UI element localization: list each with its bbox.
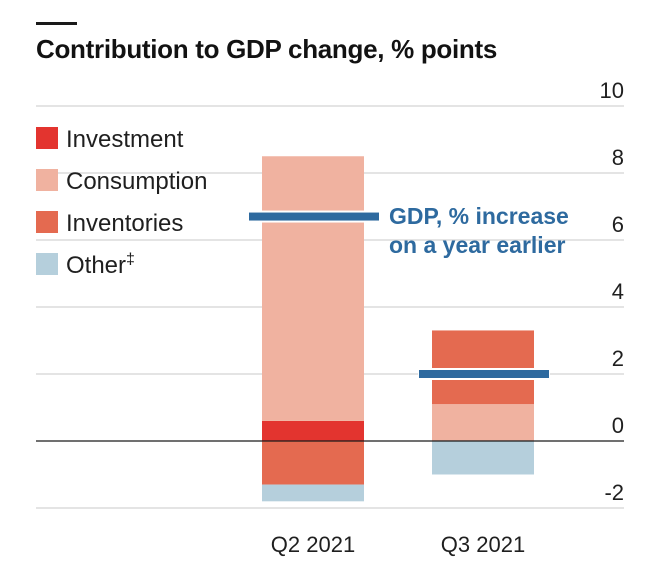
- x-category-label: Q3 2021: [441, 532, 525, 557]
- legend-swatch-consumption: [36, 169, 58, 191]
- y-tick-label: 10: [600, 78, 624, 103]
- bar-inventories-1: [262, 441, 364, 485]
- bar-investment-1: [262, 420, 364, 441]
- legend-label-other: Other‡: [66, 251, 135, 279]
- annotation-line-1: GDP, % increase: [389, 203, 569, 229]
- bar-other-1: [262, 484, 364, 502]
- y-tick-label: 4: [612, 279, 624, 304]
- chart-title: Contribution to GDP change, % points: [36, 34, 498, 64]
- bar-other-2: [432, 441, 534, 475]
- y-tick-label: 6: [612, 212, 624, 237]
- y-tick-label: -2: [604, 480, 624, 505]
- legend-label-investment: Investment: [66, 126, 184, 153]
- gdp-marker: [419, 370, 549, 378]
- x-category-label: Q2 2021: [271, 532, 355, 557]
- bar-consumption-1: [262, 156, 364, 421]
- legend-footnote-mark: ‡: [126, 251, 135, 268]
- title-rule: [36, 22, 77, 25]
- y-tick-label: 8: [612, 145, 624, 170]
- legend-swatch-inventories: [36, 211, 58, 233]
- gdp-marker: [249, 212, 379, 221]
- annotation-line-2: on a year earlier: [389, 232, 565, 258]
- y-tick-label: 2: [612, 346, 624, 371]
- y-tick-label: 0: [612, 413, 624, 438]
- legend-swatch-other: [36, 253, 58, 275]
- legend-swatch-investment: [36, 127, 58, 149]
- bar-inventories-2: [432, 330, 534, 405]
- legend-label-consumption: Consumption: [66, 168, 207, 195]
- bar-consumption-2: [432, 404, 534, 441]
- legend-label-inventories: Inventories: [66, 210, 183, 237]
